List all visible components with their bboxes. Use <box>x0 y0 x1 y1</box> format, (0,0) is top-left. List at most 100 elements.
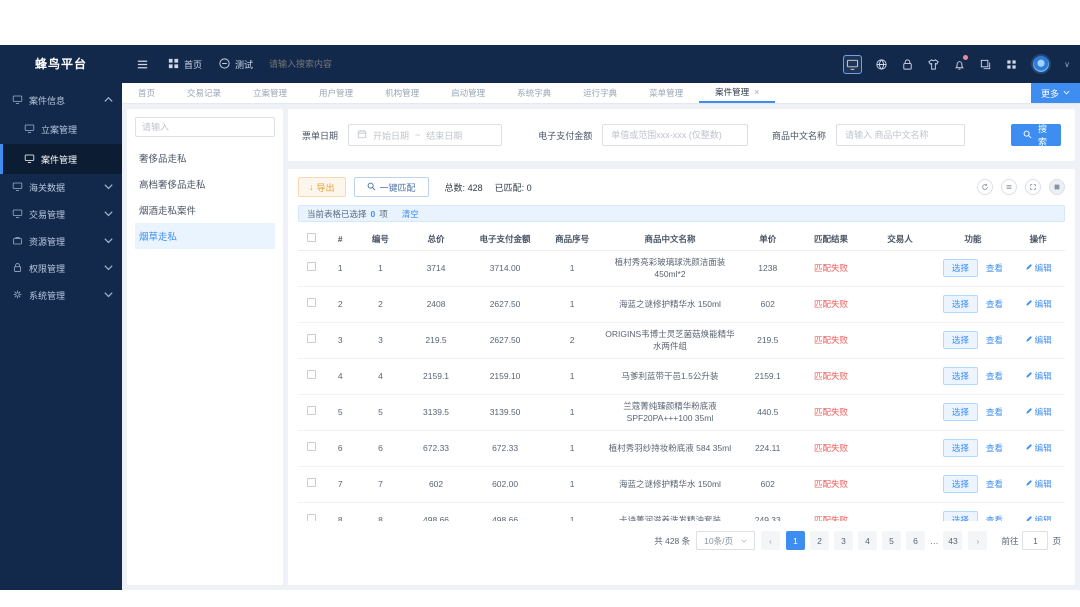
tab-system-dict[interactable]: 系统字典 <box>517 88 552 98</box>
tab-menu-management[interactable]: 菜单管理 <box>649 88 684 98</box>
row-checkbox[interactable] <box>306 441 316 451</box>
layers-icon[interactable] <box>979 58 992 71</box>
globe-icon[interactable] <box>875 58 888 71</box>
row-checkbox[interactable] <box>306 261 316 271</box>
select-button[interactable]: 选择 <box>942 511 978 521</box>
table-scroll-area[interactable]: # 编号 总价 电子支付金额 商品序号 商品中文名称 单价 匹配结果 交易人 功能 操作 1 1 371… <box>298 228 1065 521</box>
clear-selection-link[interactable]: 清空 <box>401 208 419 219</box>
view-link[interactable]: 查看 <box>985 370 1003 381</box>
row-checkbox[interactable] <box>306 297 316 307</box>
lock-icon[interactable] <box>901 58 914 71</box>
case-type-luxury-smuggling[interactable]: 奢侈品走私 <box>139 154 187 165</box>
edit-link[interactable]: 编辑 <box>1034 406 1052 417</box>
tab-home[interactable]: 首页 <box>138 88 156 98</box>
view-link[interactable]: 查看 <box>985 406 1003 417</box>
tab-user-management[interactable]: 用户管理 <box>319 88 354 98</box>
case-type-search-input[interactable] <box>135 117 275 137</box>
edit-link[interactable]: 编辑 <box>1034 370 1052 381</box>
column-settings-icon[interactable] <box>1049 179 1065 195</box>
table-row: 3 3 219.5 2627.50 2 ORIGINS韦博士灵芝菌菇焕能精华水两件组 219… <box>298 322 1065 359</box>
date-start-placeholder: 开始日期 <box>373 130 410 141</box>
sidebar-item-case-info[interactable]: 案件信息 <box>0 87 122 114</box>
export-button[interactable]: ↓ 导出 <box>298 177 346 197</box>
sidebar-item-customs-data[interactable]: 海关数据 <box>0 174 122 201</box>
bell-icon[interactable] <box>953 54 969 71</box>
case-type-tobacco-alcohol-smuggling[interactable]: 烟酒走私案件 <box>139 206 197 217</box>
product-name-input[interactable] <box>844 130 956 140</box>
next-page-button[interactable]: › <box>968 531 988 550</box>
tab-case-management[interactable]: 案件管理 × <box>699 83 776 103</box>
view-link[interactable]: 查看 <box>985 514 1003 521</box>
row-checkbox[interactable] <box>306 333 316 343</box>
nav-test[interactable]: 测试 <box>218 57 253 72</box>
view-link[interactable]: 查看 <box>985 298 1003 309</box>
view-link[interactable]: 查看 <box>985 478 1003 489</box>
table-row: 1 1 3714 3714.00 1 植村秀亮彩玻璃球洗颜洁面装 450ml*2 1238 匹… <box>298 250 1065 287</box>
page-button-1[interactable]: 1 <box>785 531 805 550</box>
amount-input[interactable] <box>611 130 739 140</box>
page-button-4[interactable]: 4 <box>857 531 877 550</box>
nav-home[interactable]: 首页 <box>167 57 202 72</box>
row-checkbox[interactable] <box>306 369 316 379</box>
sidebar-item-trade-management[interactable]: 交易管理 <box>0 201 122 228</box>
search-button[interactable]: 搜索 <box>1010 124 1061 147</box>
edit-link[interactable]: 编辑 <box>1034 442 1052 453</box>
page-button-43[interactable]: 43 <box>943 531 963 550</box>
page-jump-input[interactable] <box>1022 531 1049 550</box>
edit-link[interactable]: 编辑 <box>1034 514 1052 521</box>
apps-grid-icon[interactable] <box>1005 58 1018 71</box>
more-tabs-button[interactable]: 更多 <box>1030 83 1080 103</box>
row-checkbox[interactable] <box>306 405 316 415</box>
monitor-icon[interactable] <box>843 54 863 74</box>
hamburger-menu-icon[interactable] <box>136 58 149 71</box>
density-icon[interactable] <box>1001 179 1017 195</box>
select-button[interactable]: 选择 <box>942 367 978 385</box>
case-type-tobacco-smuggling[interactable]: 烟草走私 <box>135 223 275 249</box>
nav-test-label: 测试 <box>235 59 254 70</box>
view-link[interactable]: 查看 <box>985 262 1003 273</box>
refresh-icon[interactable] <box>977 179 993 195</box>
tab-runtime-dict[interactable]: 运行字典 <box>583 88 618 98</box>
view-link[interactable]: 查看 <box>985 334 1003 345</box>
sidebar-item-case-management[interactable]: 案件管理 <box>0 144 122 174</box>
edit-link[interactable]: 编辑 <box>1034 262 1052 273</box>
one-click-match-button[interactable]: 一键匹配 <box>353 177 429 197</box>
close-tab-icon[interactable]: × <box>754 87 760 97</box>
edit-link[interactable]: 编辑 <box>1034 334 1052 345</box>
row-checkbox[interactable] <box>306 477 316 487</box>
sidebar-item-system-management[interactable]: 系统管理 <box>0 282 122 309</box>
tab-case-filing[interactable]: 立案管理 <box>253 88 288 98</box>
select-button[interactable]: 选择 <box>942 439 978 457</box>
tab-org-management[interactable]: 机构管理 <box>385 88 420 98</box>
user-menu-chevron-icon[interactable]: ∨ <box>1064 59 1070 69</box>
date-range-input[interactable]: 开始日期 ~ 结束日期 <box>348 124 503 146</box>
user-avatar[interactable] <box>1031 54 1052 74</box>
sidebar-item-case-filing[interactable]: 立案管理 <box>0 114 122 144</box>
select-button[interactable]: 选择 <box>942 331 978 349</box>
view-link[interactable]: 查看 <box>985 442 1003 453</box>
select-button[interactable]: 选择 <box>942 259 978 277</box>
edit-link[interactable]: 编辑 <box>1034 298 1052 309</box>
prev-page-button[interactable]: ‹ <box>760 531 780 550</box>
tab-launch-management[interactable]: 启动管理 <box>451 88 486 98</box>
select-all-checkbox[interactable] <box>306 233 316 243</box>
fullscreen-icon[interactable] <box>1025 179 1041 195</box>
sidebar-item-permission-management[interactable]: 权限管理 <box>0 255 122 282</box>
theme-icon[interactable] <box>927 58 940 71</box>
select-button[interactable]: 选择 <box>942 403 978 421</box>
sidebar: 蜂鸟平台 案件信息 立案管理 案件管理 海关数据 交易管理 资源管理 权限管理 系统管理 <box>0 45 122 590</box>
select-button[interactable]: 选择 <box>942 475 978 493</box>
edit-link[interactable]: 编辑 <box>1034 478 1052 489</box>
page-button-5[interactable]: 5 <box>881 531 901 550</box>
row-checkbox[interactable] <box>306 513 316 521</box>
global-search-input[interactable] <box>269 59 390 69</box>
sidebar-item-resource-management[interactable]: 资源管理 <box>0 228 122 255</box>
page-size-select[interactable]: 10条/页 <box>696 531 755 550</box>
page-button-2[interactable]: 2 <box>809 531 829 550</box>
select-button[interactable]: 选择 <box>942 295 978 313</box>
column-header: 总价 <box>405 228 467 251</box>
case-type-highend-luxury-smuggling[interactable]: 高档奢侈品走私 <box>139 180 206 191</box>
page-button-3[interactable]: 3 <box>833 531 853 550</box>
tab-trade-records[interactable]: 交易记录 <box>187 88 222 98</box>
page-button-6[interactable]: 6 <box>905 531 925 550</box>
